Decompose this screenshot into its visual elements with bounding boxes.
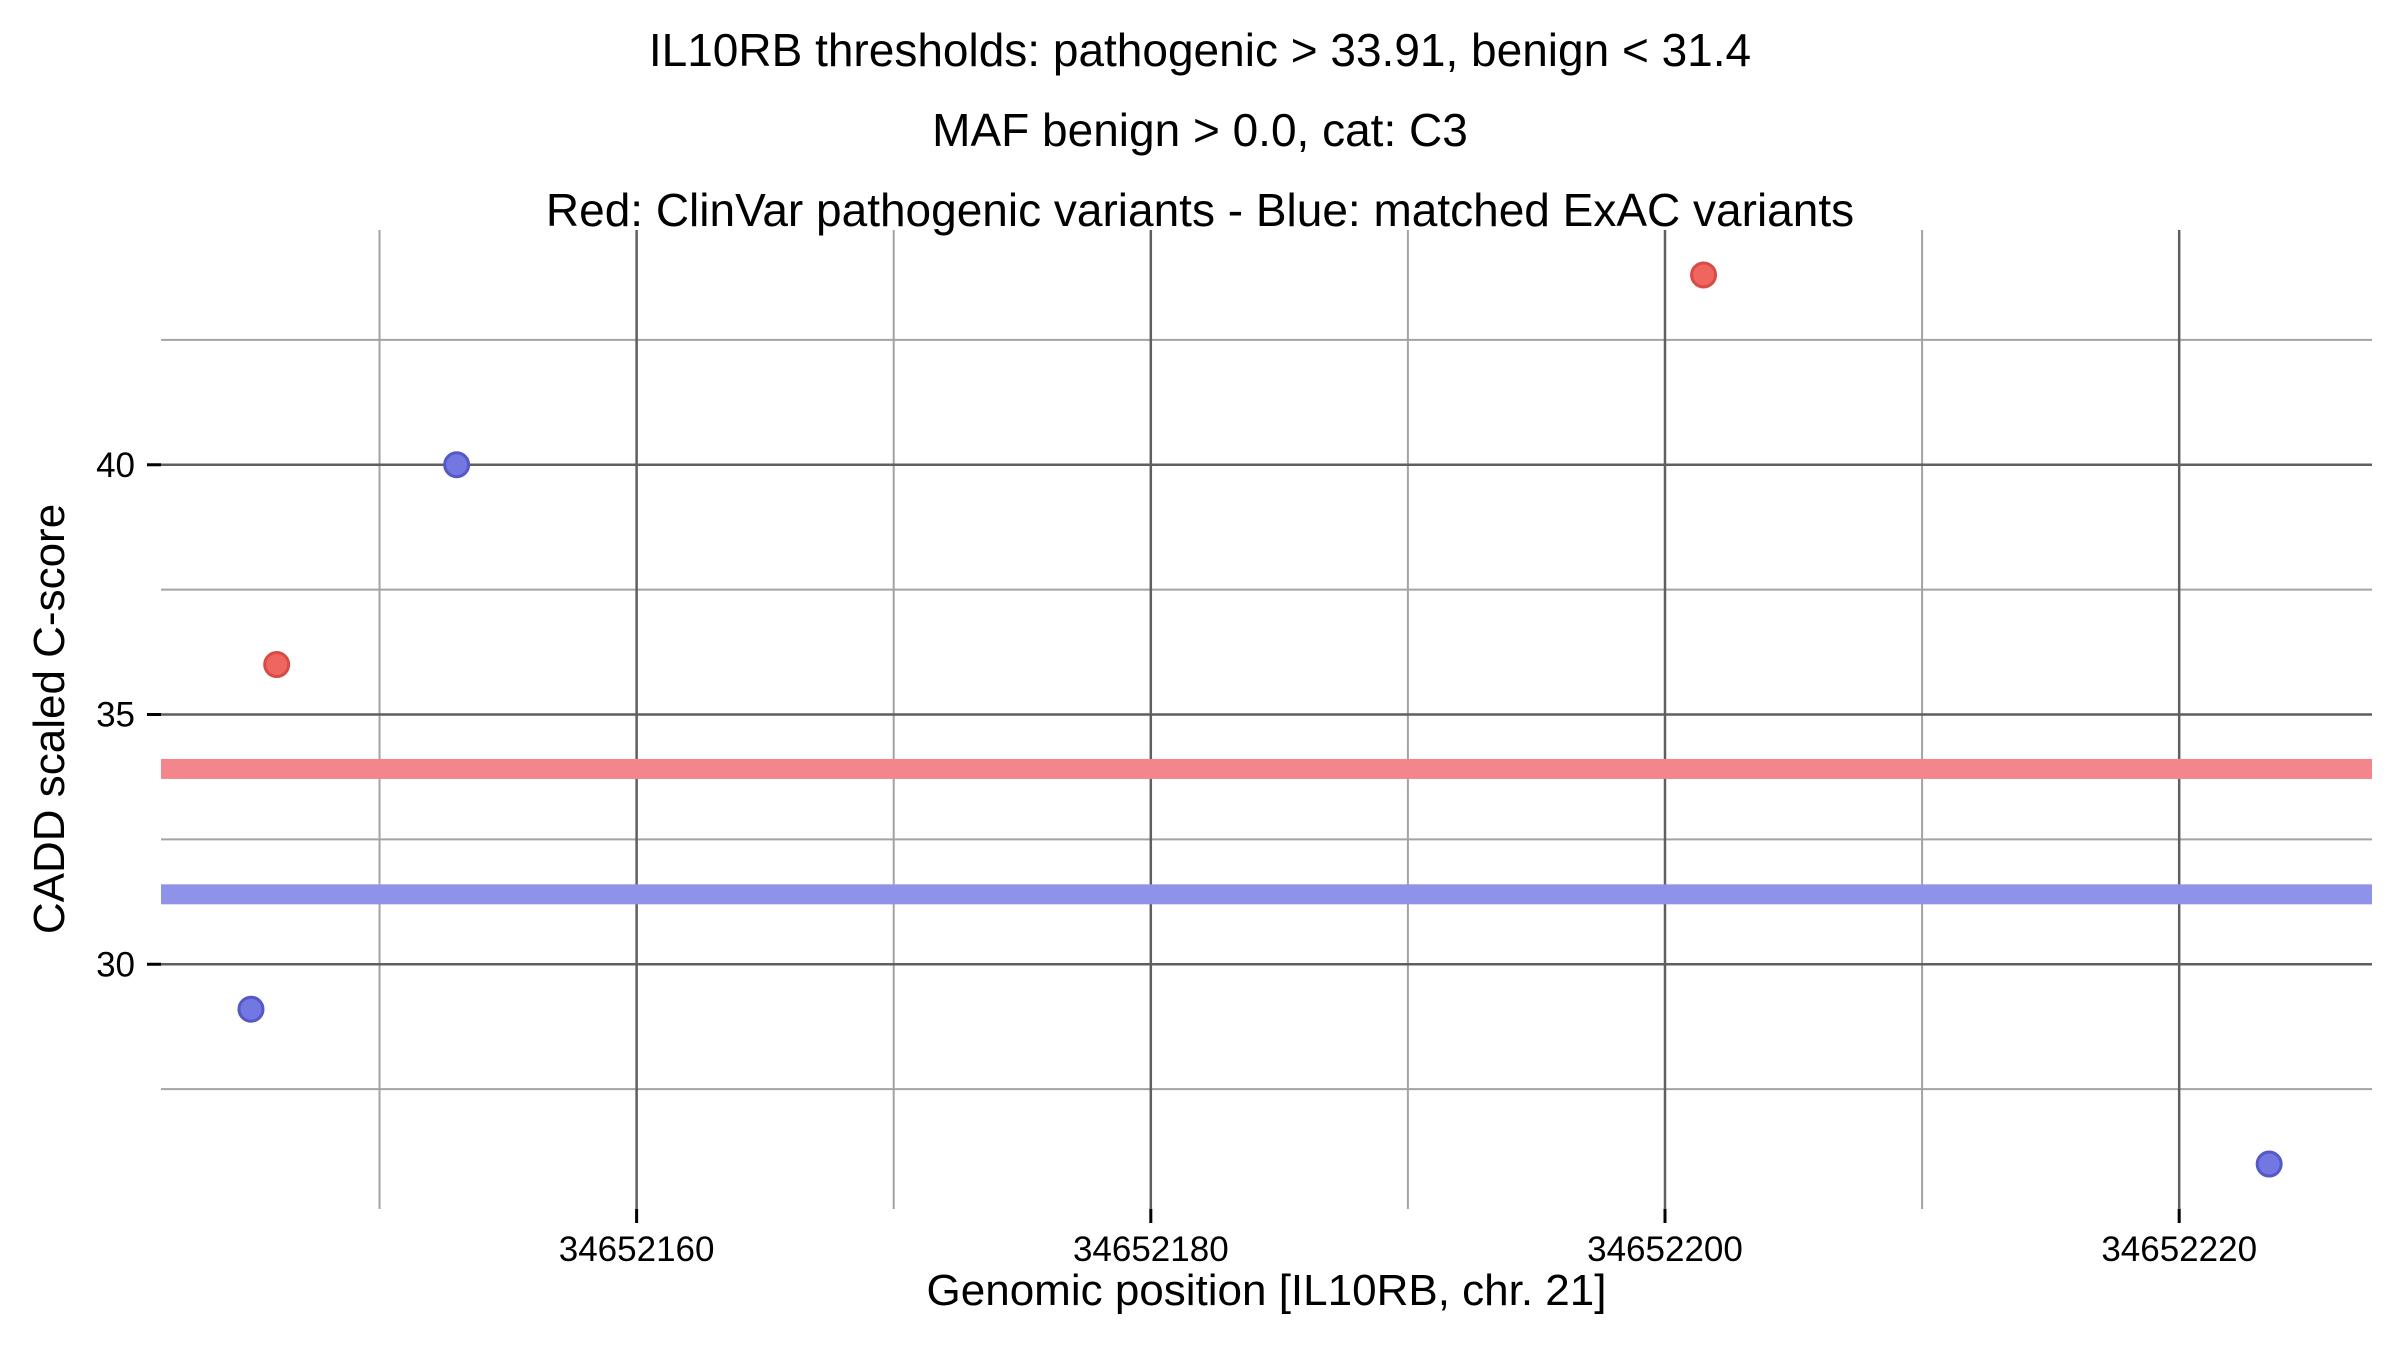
y-axis-label: CADD scaled C-score [25, 503, 74, 935]
y-tick-label: 30 [96, 945, 135, 984]
x-tick-label: 34652200 [1587, 1230, 1743, 1269]
x-tick-label: 34652180 [1073, 1230, 1229, 1269]
y-tick-label: 40 [96, 446, 135, 485]
plot-subtitle: MAF benign > 0.0, cat: C3 [932, 104, 1468, 156]
benign-threshold-band [161, 884, 2372, 905]
plot-title: IL10RB thresholds: pathogenic > 33.91, b… [648, 24, 1752, 76]
data-point [237, 995, 265, 1023]
x-axis-label: Genomic position [IL10RB, chr. 21] [926, 1266, 1607, 1315]
plot-legend-note: Red: ClinVar pathogenic variants - Blue:… [545, 184, 1855, 236]
pathogenic-threshold-band [161, 758, 2372, 779]
plot-title-block: IL10RB thresholds: pathogenic > 33.91, b… [0, 10, 2400, 250]
data-point [263, 651, 291, 679]
data-point [443, 451, 471, 479]
data-point [2255, 1150, 2283, 1178]
x-tick-label: 34652160 [559, 1230, 715, 1269]
y-tick-label: 35 [96, 696, 135, 735]
data-point [1690, 261, 1718, 289]
x-tick-label: 34652220 [2101, 1230, 2257, 1269]
